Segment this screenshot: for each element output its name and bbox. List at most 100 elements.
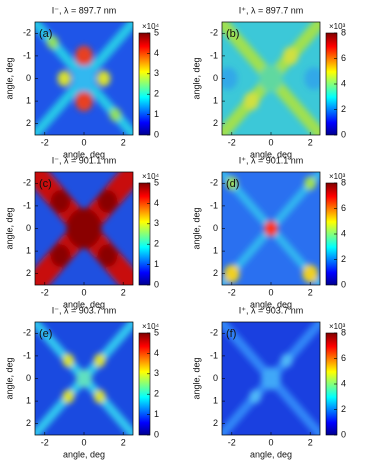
panel: I⁺, λ = 897.7 nm (b) -2 0 2 angle, deg -2 -1 0 1 2… (191, 5, 346, 159)
x-axis-label: angle, deg (250, 449, 292, 459)
panel-title: I⁻, λ = 901.1 nm (52, 155, 117, 165)
panel-label: (d) (226, 178, 239, 190)
colorbar-tick-label: 4 (154, 198, 159, 208)
y-axis-label: angle, deg (191, 207, 201, 249)
heatmap-spot (66, 208, 102, 249)
x-tick-label: 2 (121, 137, 126, 147)
y-tick-label: 2 (213, 118, 218, 128)
panel: I⁻, λ = 903.7 nm (e) -2 0 2 angle, deg -2 -1 0 1 2… (4, 305, 159, 459)
panel: I⁻, λ = 901.1 nm (c) -2 0 2 angle, deg -2 -1 0 1 2… (4, 155, 159, 309)
heatmap-spot (264, 220, 278, 237)
heatmap-pattern (35, 172, 133, 285)
panel-label: (f) (226, 328, 236, 340)
colorbar-tick-label: 3 (154, 68, 159, 78)
heatmap-spot (50, 190, 71, 213)
colorbar-tick-label: 0 (154, 129, 159, 139)
y-tick-label: 0 (26, 373, 31, 383)
panel-label: (e) (39, 328, 52, 340)
x-axis-label: angle, deg (63, 149, 105, 159)
heatmap-spot (222, 67, 238, 90)
colorbar-tick-label: 2 (154, 89, 159, 99)
x-tick-label: 2 (121, 287, 126, 297)
colorbar-tick-label: 3 (154, 368, 159, 378)
y-tick-label: -2 (210, 328, 218, 338)
y-tick-label: 1 (26, 395, 31, 405)
colorbar-multiplier: ×10³ (329, 172, 346, 181)
panel-label: (c) (39, 178, 52, 190)
y-tick-label: 2 (26, 268, 31, 278)
heatmap (35, 22, 133, 135)
colorbar-multiplier: ×10⁴ (142, 322, 160, 331)
colorbar-tick-label: 0 (341, 279, 346, 289)
heatmap-spot (96, 70, 111, 87)
colorbar-tick-label: 5 (154, 327, 159, 337)
panel: I⁻, λ = 897.7 nm (a) -2 0 2 angle, deg -2 -1 0 1 2… (4, 5, 159, 159)
colorbar-tick-label: 8 (341, 27, 346, 37)
y-tick-label: 0 (213, 73, 218, 83)
x-axis-label: angle, deg (63, 299, 105, 309)
heatmap (222, 22, 320, 135)
x-tick-label: 2 (308, 287, 313, 297)
heatmap-pattern (222, 22, 320, 135)
colorbar (138, 332, 151, 436)
heatmap-spot (76, 369, 92, 388)
heatmap-spot (75, 90, 93, 112)
y-tick-label: 1 (213, 395, 218, 405)
heatmap-spot (93, 389, 106, 404)
y-tick-label: 2 (26, 418, 31, 428)
y-tick-label: -2 (210, 178, 218, 188)
heatmap-spot (75, 45, 93, 67)
colorbar-tick-label: 4 (154, 348, 159, 358)
heatmap (35, 172, 133, 285)
y-tick-label: 0 (213, 223, 218, 233)
colorbar-tick-label: 0 (341, 429, 346, 439)
heatmap-spot (46, 35, 59, 50)
y-tick-label: -1 (23, 350, 31, 360)
y-tick-label: 2 (26, 118, 31, 128)
y-tick-label: 2 (213, 268, 218, 278)
y-axis-label: angle, deg (4, 57, 14, 99)
colorbar-tick-label: 1 (154, 409, 159, 419)
heatmap (222, 172, 320, 285)
x-tick-label: -2 (41, 437, 49, 447)
heatmap-spot (223, 264, 240, 283)
colorbar-tick-label: 0 (154, 279, 159, 289)
heatmap (222, 322, 320, 435)
y-tick-label: -1 (210, 50, 218, 60)
x-tick-label: 2 (308, 137, 313, 147)
panel-title: I⁻, λ = 897.7 nm (52, 5, 117, 15)
x-tick-label: 0 (268, 437, 273, 447)
panel: I⁺, λ = 901.1 nm (d) -2 0 2 angle, deg -2 -1 0 1 2… (191, 155, 346, 309)
colorbar-tick-label: 3 (154, 218, 159, 228)
colorbar-multiplier: ×10³ (329, 322, 346, 331)
colorbar-tick-label: 0 (154, 429, 159, 439)
heatmap-spot (57, 70, 72, 87)
heatmap-pattern (222, 172, 320, 285)
colorbar-tick-label: 5 (154, 27, 159, 37)
y-tick-label: -2 (23, 28, 31, 38)
x-tick-label: 0 (81, 437, 86, 447)
heatmap-spot (282, 46, 299, 65)
heatmap-spot (304, 67, 320, 90)
colorbar-tick-label: 4 (341, 228, 346, 238)
colorbar-tick-label: 2 (341, 254, 346, 264)
heatmap-spot (261, 367, 281, 390)
heatmap-spot (109, 107, 122, 122)
heatmap-spot (280, 353, 293, 368)
colorbar (138, 182, 151, 286)
heatmap-pattern (35, 22, 133, 135)
colorbar-tick-label: 6 (341, 203, 346, 213)
y-tick-label: -1 (210, 350, 218, 360)
colorbar-multiplier: ×10⁴ (142, 172, 160, 181)
colorbar-tick-label: 4 (341, 378, 346, 388)
y-tick-label: -2 (210, 28, 218, 38)
heatmap-spot (302, 264, 319, 283)
x-tick-label: 2 (308, 437, 313, 447)
colorbar-tick-label: 5 (154, 177, 159, 187)
colorbar-tick-label: 6 (341, 353, 346, 363)
y-tick-label: 1 (26, 95, 31, 105)
colorbar-tick-label: 8 (341, 177, 346, 187)
y-tick-label: 1 (213, 245, 218, 255)
colorbar-tick-label: 1 (154, 259, 159, 269)
